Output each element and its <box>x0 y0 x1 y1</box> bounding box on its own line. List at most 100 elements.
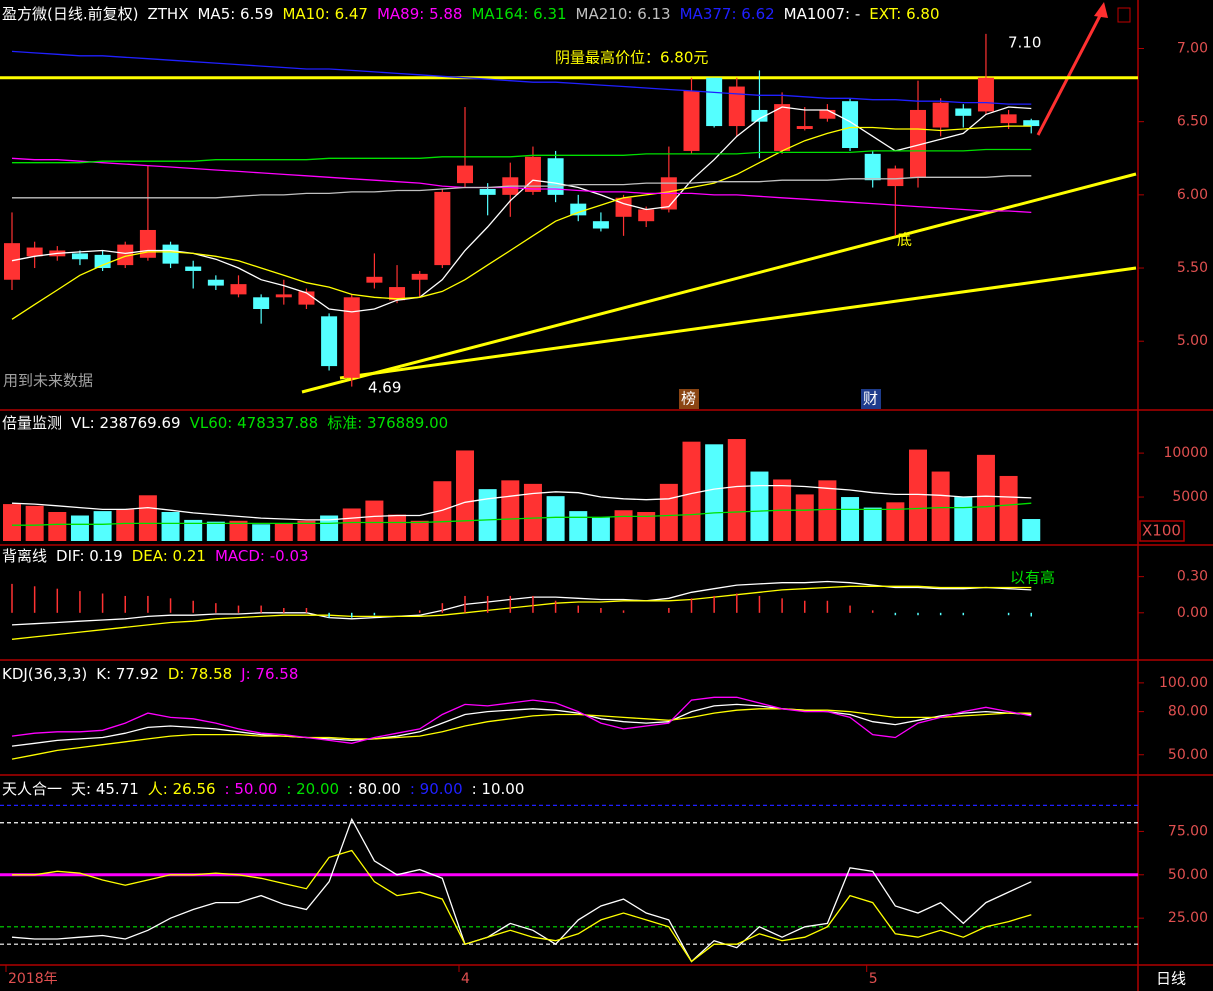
header-item: DIF: 0.19 <box>56 547 123 565</box>
series-line <box>12 175 1032 199</box>
arrow-head <box>1094 2 1108 18</box>
candle-body <box>4 243 20 280</box>
volume-bar <box>501 480 520 541</box>
y-tick-label: 0.00 <box>1177 605 1208 621</box>
volume-bar <box>252 524 271 541</box>
header-item: 倍量监测 <box>2 414 62 432</box>
candle-body <box>955 108 972 116</box>
candle-body <box>728 86 745 127</box>
candle-body <box>389 287 406 301</box>
series-line <box>11 125 1032 320</box>
volume-bar <box>569 511 588 541</box>
badge <box>861 389 881 409</box>
volume-bar <box>365 500 384 541</box>
volume-bar <box>523 483 542 541</box>
candle-body <box>887 168 904 187</box>
candle-body <box>1023 120 1040 127</box>
series-line <box>11 580 1032 626</box>
window-button[interactable] <box>1117 7 1131 23</box>
series-line <box>11 585 1032 640</box>
y-tick-label: 5.50 <box>1177 260 1208 276</box>
panel-header: 天人合一 天: 45.71 人: 26.56: 50.00: 20.00: 80.0… <box>2 780 524 798</box>
candle-body <box>343 297 360 378</box>
y-tick-label: 25.00 <box>1168 910 1208 926</box>
header-item: ZTHX <box>147 5 188 23</box>
candle-body <box>706 77 723 127</box>
series-line <box>11 157 1032 214</box>
volume-bar <box>659 483 678 541</box>
volume-bar <box>1022 519 1041 541</box>
volume-bar <box>727 439 746 541</box>
volume-bar <box>795 494 814 541</box>
candle-body <box>26 247 43 257</box>
y-tick-label: 6.50 <box>1177 114 1208 130</box>
badge <box>679 389 699 409</box>
volume-bar <box>614 510 633 541</box>
header-item: MA5: 6.59 <box>197 5 273 23</box>
candle-body <box>117 244 134 266</box>
y-tick-label: 0.30 <box>1177 569 1208 585</box>
annotation: 7.10 <box>1008 34 1041 52</box>
volume-bar <box>297 520 316 541</box>
y-tick-label: 75.00 <box>1168 823 1208 839</box>
header-item: DEA: 0.21 <box>132 547 206 565</box>
volume-bar <box>138 495 157 541</box>
header-item: : 80.00 <box>348 780 401 798</box>
panel-header: 背离线 DIF: 0.19 DEA: 0.21 MACD: -0.03 <box>2 547 309 565</box>
unit-box <box>1139 520 1185 542</box>
y-tick-label: 10000 <box>1163 445 1208 461</box>
header-item: : 50.00 <box>225 780 278 798</box>
volume-bar <box>750 471 769 541</box>
volume-bar <box>48 511 67 541</box>
series-line <box>12 502 1032 526</box>
candle-body <box>321 316 338 367</box>
header-item: MA1007: - <box>784 5 861 23</box>
candle-body <box>615 197 632 217</box>
volume-bar <box>25 505 44 541</box>
y-tick-label: 7.00 <box>1177 40 1208 56</box>
header-item: K: 77.92 <box>96 665 159 683</box>
period-label: 日线 <box>1156 970 1186 988</box>
volume-bar <box>184 519 203 541</box>
candle-body <box>592 221 609 229</box>
x-tick-label: 2018年 <box>8 971 58 987</box>
header-item: J: 76.58 <box>240 665 298 683</box>
volume-bar <box>976 454 995 541</box>
volume-bar <box>456 450 474 541</box>
candle-body <box>230 284 247 295</box>
header-item: 盈方微(日线.前复权) <box>2 5 138 23</box>
series-line <box>11 484 1032 521</box>
header-item: 人: 26.56 <box>148 780 216 798</box>
trend-line <box>339 266 1137 380</box>
header-item: 背离线 <box>2 547 47 565</box>
candle-body <box>457 165 473 184</box>
volume-bar <box>818 480 837 541</box>
unit-label: X100 <box>1142 522 1181 540</box>
volume-bar <box>591 517 610 541</box>
candle-body <box>819 109 836 119</box>
candle-body <box>207 279 224 286</box>
candle-body <box>864 153 881 181</box>
candle-body <box>751 109 768 122</box>
candle-body <box>932 102 949 128</box>
volume-bar <box>410 520 429 541</box>
candle-body <box>253 297 270 310</box>
candle-body <box>842 101 859 149</box>
series-line <box>12 148 1032 164</box>
candle-body <box>977 77 994 112</box>
header-item: 标准: 376889.00 <box>327 414 448 432</box>
header-item: MA10: 6.47 <box>282 5 368 23</box>
volume-bar <box>433 481 452 541</box>
series-line <box>11 50 1032 105</box>
volume-bar <box>229 520 248 541</box>
volume-bar <box>388 514 407 541</box>
header-item: VL: 238769.69 <box>71 414 181 432</box>
header-item: MA377: 6.62 <box>680 5 775 23</box>
candle-body <box>411 273 428 280</box>
header-item: MA89: 5.88 <box>377 5 463 23</box>
header-item: D: 78.58 <box>168 665 232 683</box>
y-tick-label: 50.00 <box>1168 867 1208 883</box>
header-item: EXT: 6.80 <box>869 5 939 23</box>
y-tick-label: 80.00 <box>1168 704 1208 720</box>
